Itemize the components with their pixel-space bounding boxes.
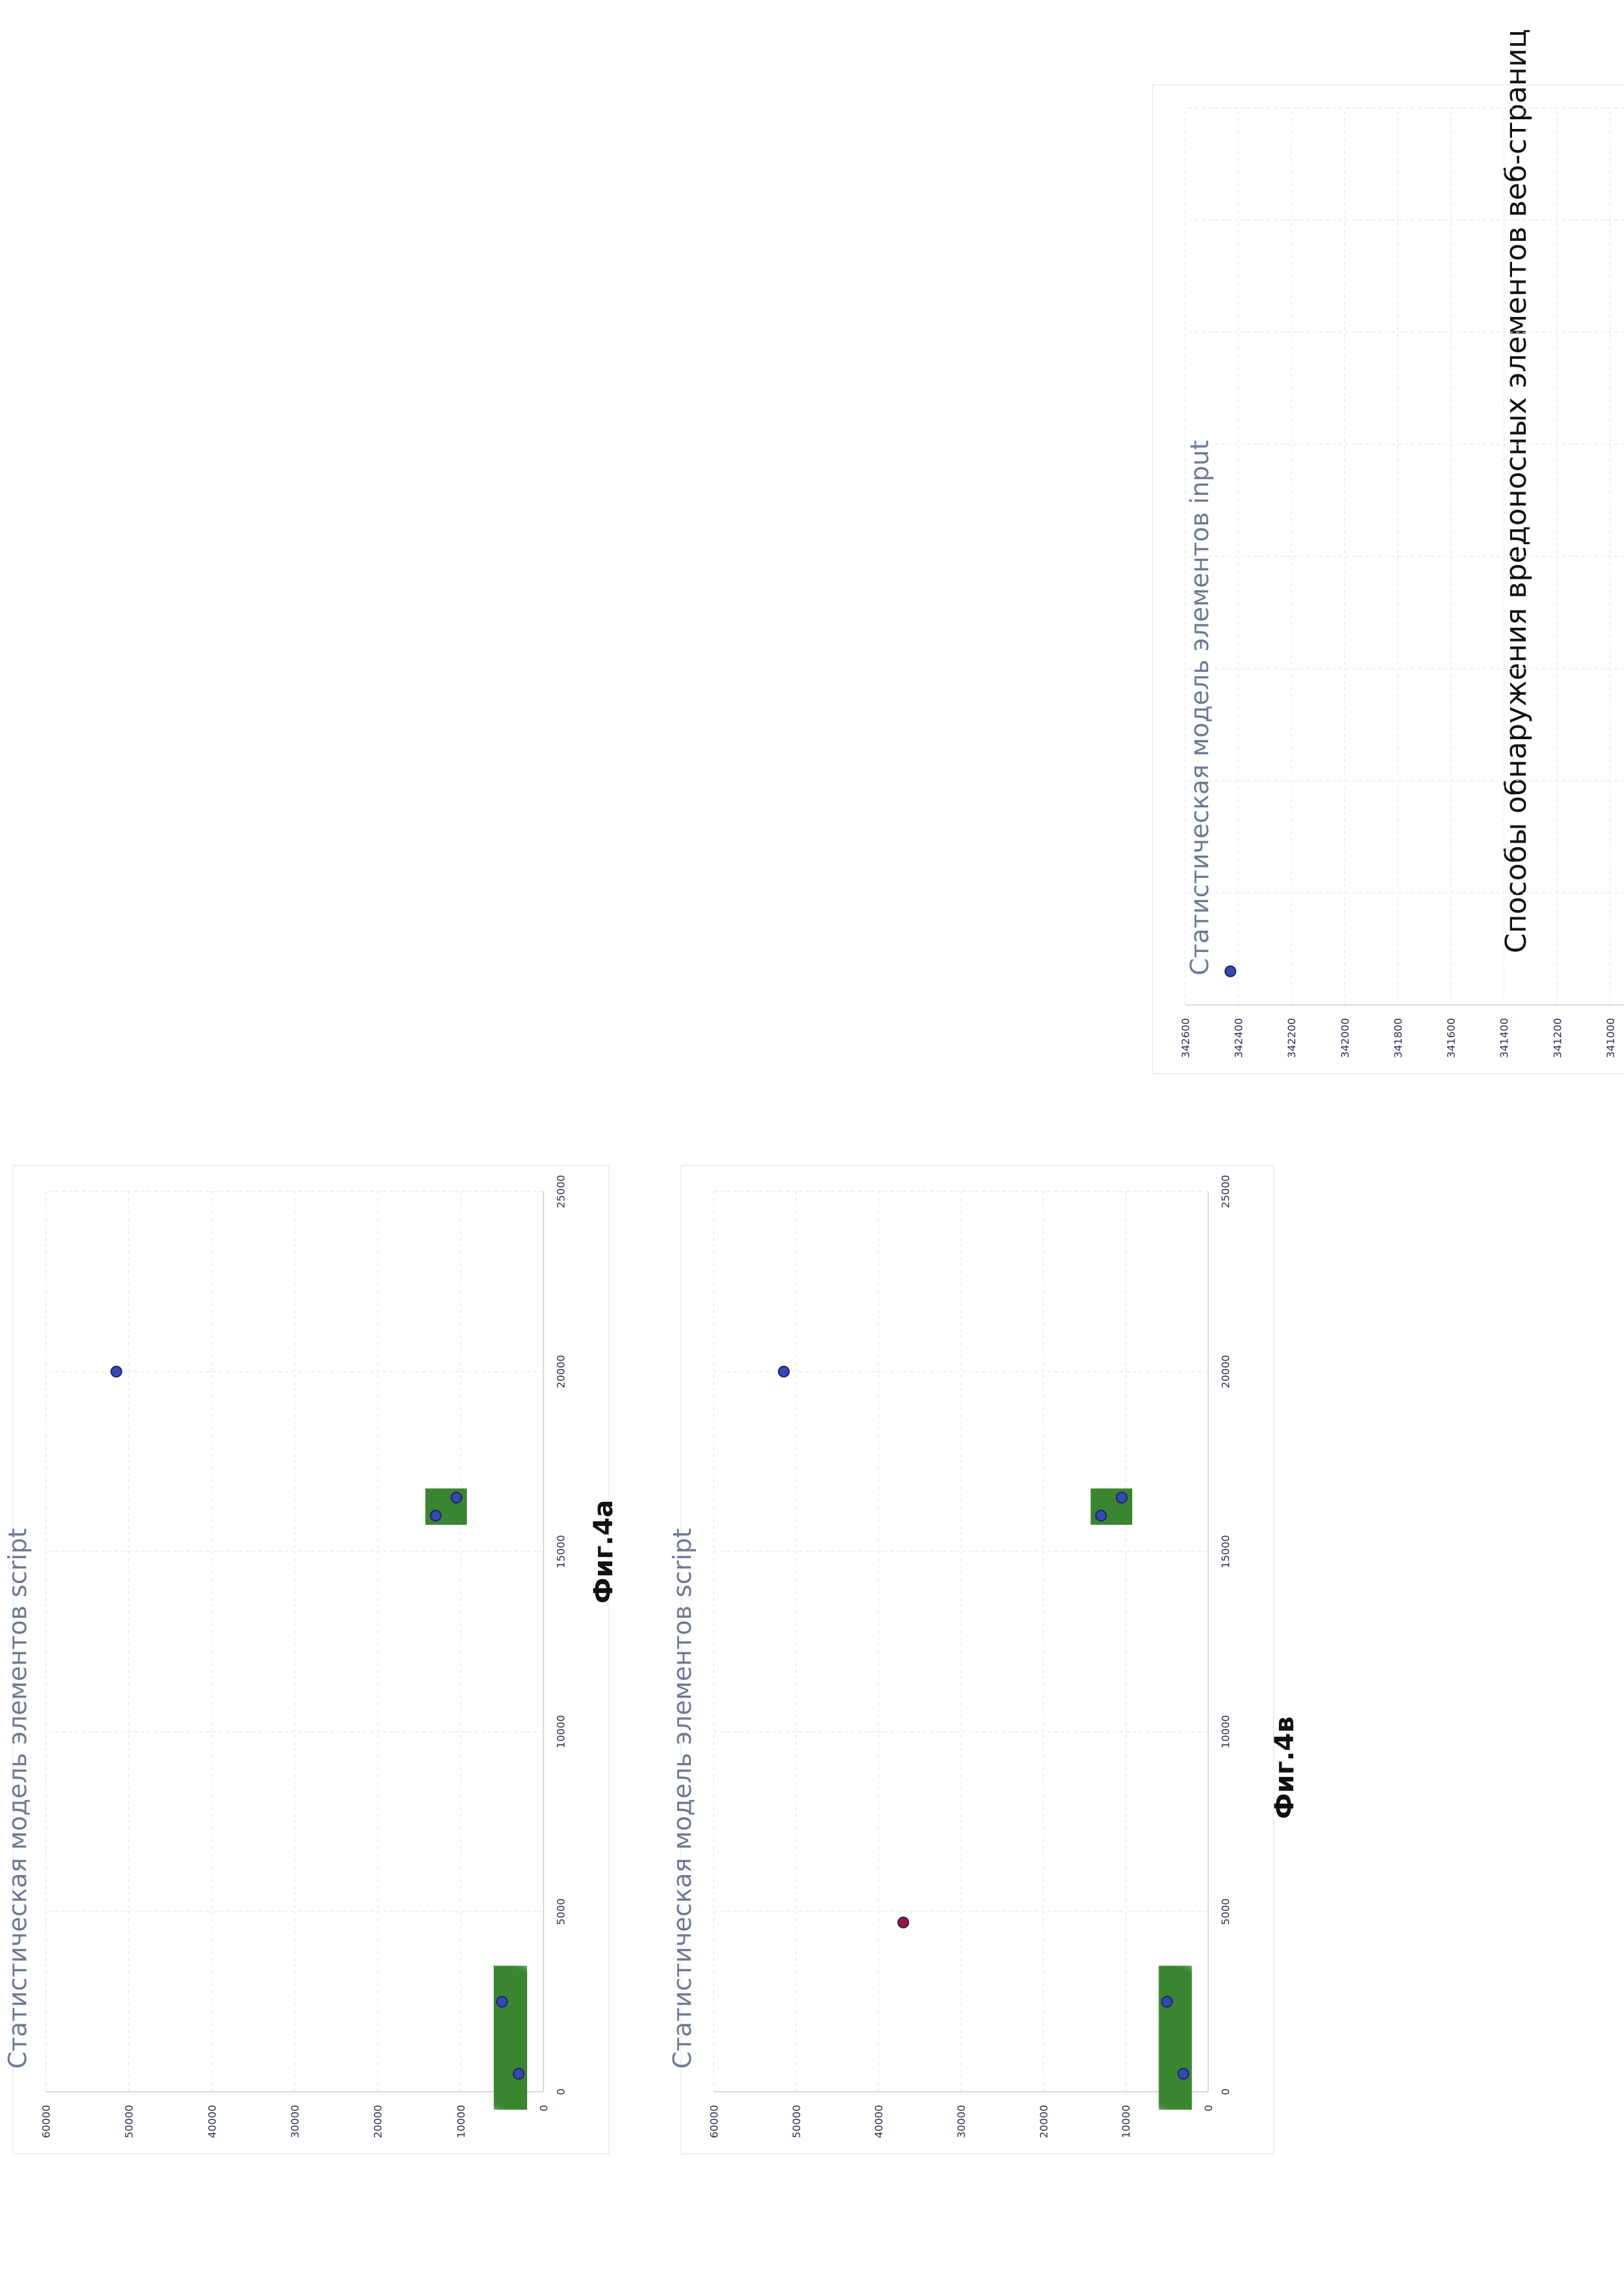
y-tick-label: 341800 [1392,1018,1404,1058]
chart-title: Статистическая модель элементов script [668,1528,697,2069]
y-tick-label: 40000 [206,2105,218,2138]
x-tick-label: 25000 [1219,1175,1232,1209]
chart-fig4c: Статистическая модель элементов script05… [668,1165,1300,2154]
y-tick-label: 40000 [873,2105,885,2138]
y-tick-label: 341400 [1498,1018,1511,1058]
y-tick-label: 341000 [1604,1018,1617,1058]
y-tick-label: 50000 [790,2105,803,2138]
y-tick-label: 10000 [1120,2105,1132,2138]
data-point [1116,1493,1127,1503]
data-point [430,1510,441,1521]
figure-label: Фиг.4в [1270,1717,1300,1819]
chart-fig4a: Статистическая модель элементов script05… [3,1165,619,2154]
cluster-core [502,2002,519,2074]
data-point [451,1493,462,1503]
data-point [1162,1997,1172,2007]
x-tick-label: 5000 [555,1899,567,1925]
data-point [111,1366,122,1377]
y-tick-label: 341200 [1551,1018,1564,1058]
chart-title: Статистическая модель элементов script [3,1528,32,2069]
y-tick-label: 341600 [1445,1018,1458,1058]
x-tick-label: 20000 [1219,1355,1232,1389]
x-tick-label: 5000 [1219,1899,1232,1925]
data-point [1225,966,1236,977]
y-tick-label: 30000 [955,2105,968,2138]
y-tick-label: 342600 [1179,1018,1192,1058]
x-tick-label: 15000 [555,1535,567,1569]
x-tick-label: 15000 [1219,1535,1232,1569]
y-tick-label: 30000 [289,2105,301,2138]
y-tick-label: 342000 [1338,1018,1351,1058]
x-tick-label: 10000 [555,1715,567,1749]
y-tick-label: 20000 [372,2105,384,2138]
data-point [1096,1510,1106,1521]
anomaly-point [898,1918,908,1928]
y-tick-label: 60000 [40,2105,52,2138]
x-tick-label: 25000 [555,1175,567,1209]
page-title: Способы обнаружения вредоносных элементо… [1500,29,1533,953]
cluster-core [1167,2002,1183,2074]
x-tick-label: 20000 [555,1355,567,1389]
figure-label: Фиг.4а [589,1500,619,1604]
data-point [779,1366,789,1377]
chart-title: Статистическая модель элементов input [1185,440,1214,975]
y-tick-label: 20000 [1037,2105,1050,2138]
data-point [513,2069,524,2079]
data-point [1178,2069,1189,2079]
x-tick-label: 10000 [1219,1715,1232,1749]
data-point [497,1997,507,2007]
y-tick-label: 50000 [123,2105,136,2138]
chart-fig4b: Статистическая модель элементов input050… [1153,85,1624,1074]
y-tick-label: 10000 [454,2105,467,2138]
y-tick-label: 60000 [708,2105,720,2138]
y-tick-label: 342200 [1285,1018,1298,1058]
